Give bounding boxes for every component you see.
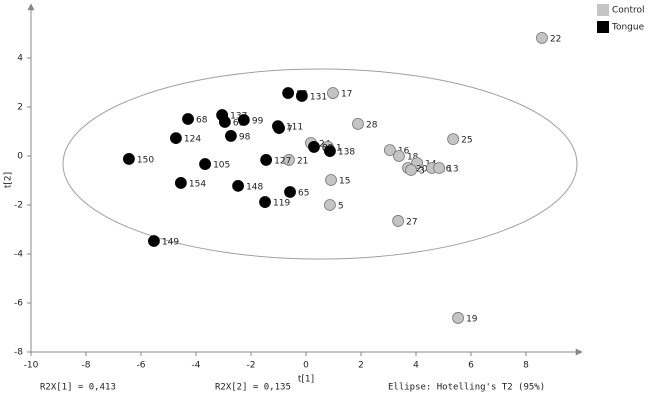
point-label: 99 [252, 116, 264, 126]
x-tick-label: -4 [192, 361, 201, 371]
point [433, 162, 446, 174]
point-label: 150 [137, 155, 154, 165]
point-label: 68 [196, 116, 208, 126]
point-label: 119 [273, 199, 290, 209]
x-tick-label: -6 [137, 361, 146, 371]
point-label: 19 [466, 314, 478, 324]
point-label: 21 [297, 156, 308, 166]
point [283, 154, 295, 166]
point [324, 145, 336, 158]
point-label: 131 [310, 92, 327, 102]
point-label: 20 [416, 165, 428, 175]
point [148, 235, 160, 247]
point [383, 144, 396, 157]
x-tick-label: 2 [358, 361, 364, 371]
point-label: 5 [338, 202, 344, 212]
x-tick-label: -2 [247, 361, 256, 371]
point-label: 105 [213, 161, 230, 171]
point-label: 65 [298, 189, 309, 199]
point [392, 215, 405, 227]
x-tick-label: 0 [303, 361, 309, 371]
point-label: 124 [184, 135, 201, 145]
y-tick-label: -2 [14, 201, 23, 211]
x-tick-label: 4 [413, 361, 419, 371]
x-tick-label: 6 [468, 361, 474, 371]
point [452, 312, 464, 324]
annotation: Ellipse: Hotelling's T2 (95%) [388, 383, 545, 393]
point [308, 141, 320, 153]
y-tick-label: 4 [17, 54, 23, 64]
y-tick-label: -6 [14, 299, 23, 309]
point [405, 164, 417, 176]
y-tick-label: 2 [17, 103, 23, 113]
point-label: 7 [287, 125, 293, 135]
legend-label: Tongue [611, 23, 645, 33]
point [536, 32, 548, 44]
x-axis-label: t[1] [298, 375, 314, 385]
point-label: 15 [339, 177, 350, 187]
point-label: 98 [239, 132, 251, 142]
point-label: 149 [162, 238, 179, 248]
legend-swatch [597, 4, 609, 16]
confidence-ellipse [62, 68, 578, 260]
point [218, 116, 231, 128]
point-label: 22 [550, 34, 561, 44]
point-label: 154 [189, 179, 206, 189]
point-label: 18 [407, 153, 419, 163]
x-tick-label: -10 [24, 361, 39, 371]
point-label: 3 [419, 166, 425, 176]
point-label: 1 [336, 143, 342, 153]
point [447, 133, 460, 145]
y-tick-label: 0 [17, 152, 23, 162]
annotation: R2X[2] = 0,135 [215, 383, 291, 393]
point-label: 26 [440, 165, 452, 175]
point-label: 138 [338, 148, 355, 158]
point [393, 150, 405, 162]
point [260, 154, 273, 166]
point-label: 148 [246, 182, 263, 192]
point-label: 137 [230, 112, 247, 122]
point [182, 113, 194, 125]
legend-label: Control [612, 6, 645, 16]
point [199, 158, 211, 170]
point-label: 17 [341, 90, 352, 100]
point [170, 132, 182, 145]
point [295, 90, 308, 102]
point [259, 196, 271, 208]
y-axis-label: t[2] [4, 172, 14, 188]
point-label: 111 [286, 123, 303, 133]
point-label: 25 [461, 136, 472, 146]
point-label: 28 [366, 120, 378, 130]
y-tick-label: -4 [14, 250, 23, 260]
point-label: 127 [274, 156, 291, 166]
point [225, 130, 237, 142]
point-label: 27 [406, 217, 417, 227]
point [327, 87, 339, 99]
annotation: R2X[1] = 0,413 [40, 383, 116, 393]
point [232, 179, 244, 192]
x-tick-label: 8 [523, 361, 529, 371]
point [237, 114, 250, 126]
point [324, 199, 336, 211]
point [352, 118, 364, 130]
y-tick-label: -8 [14, 348, 23, 358]
point [174, 177, 187, 189]
point [122, 153, 135, 165]
point-label: 61 [233, 118, 244, 128]
point [273, 122, 285, 134]
point [284, 186, 296, 198]
point-label: 16 [398, 147, 410, 157]
point-label: 13 [447, 165, 458, 175]
legend-swatch [597, 21, 609, 33]
x-tick-label: -8 [82, 361, 91, 371]
point [325, 174, 337, 186]
point [282, 87, 295, 99]
